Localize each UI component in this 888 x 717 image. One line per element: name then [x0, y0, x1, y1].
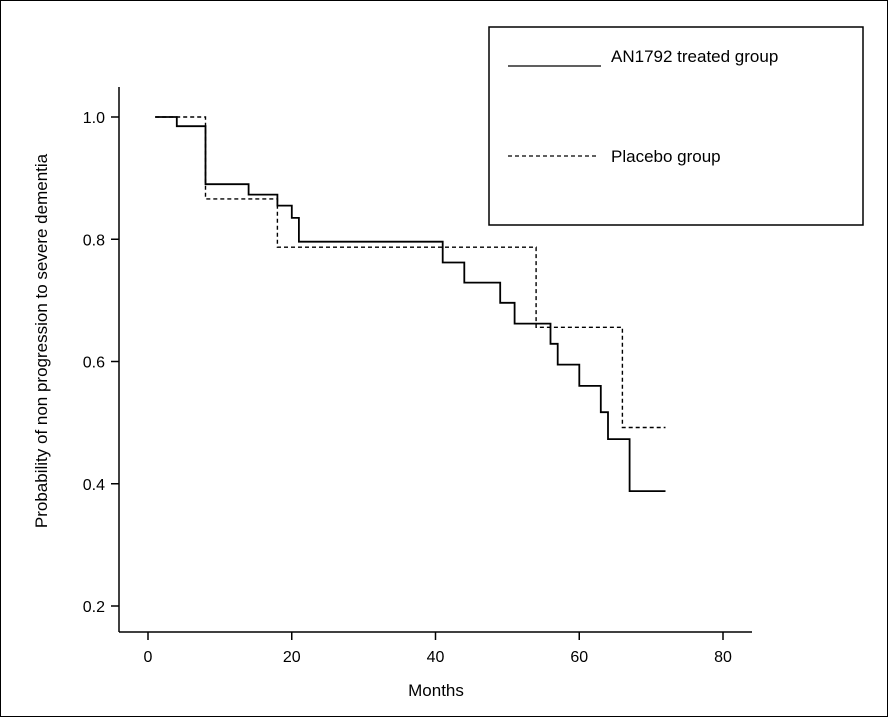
y-tick-label: 0.4 [83, 477, 105, 494]
legend-box [488, 26, 864, 226]
x-tick-label: 80 [714, 649, 732, 666]
x-tick-label: 20 [283, 649, 301, 666]
ticks: 0 20 40 60 80 0.2 0.4 0.6 0.8 1.0 [83, 110, 732, 666]
legend-label-placebo: Placebo group [611, 147, 721, 166]
y-axis-label: Probability of non progression to severe… [32, 153, 51, 528]
series-line-placebo [155, 116, 666, 429]
legend-label-treated: AN1792 treated group [611, 47, 778, 66]
x-tick-label: 0 [144, 649, 153, 666]
legend: AN1792 treated group Placebo group [488, 26, 864, 226]
y-tick-label: 0.2 [83, 599, 105, 616]
y-tick-label: 0.8 [83, 232, 105, 249]
x-axis-label: Months [408, 681, 464, 700]
y-tick-label: 1.0 [83, 110, 105, 127]
x-tick-label: 40 [427, 649, 445, 666]
y-tick-label: 0.6 [83, 355, 105, 372]
series-lines [155, 116, 666, 493]
series-line-treated [155, 116, 666, 493]
x-tick-label: 60 [570, 649, 588, 666]
